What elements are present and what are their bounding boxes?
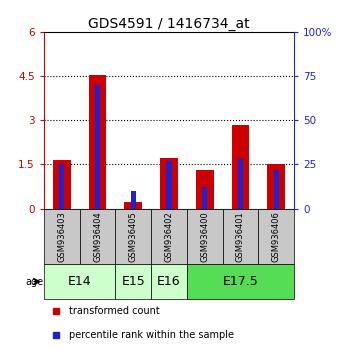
Bar xyxy=(115,264,151,299)
Bar xyxy=(267,165,285,209)
Text: E17.5: E17.5 xyxy=(223,275,258,288)
Bar xyxy=(44,209,80,264)
Text: transformed count: transformed count xyxy=(69,306,160,316)
Bar xyxy=(124,202,142,209)
Text: GSM936406: GSM936406 xyxy=(272,211,281,262)
Text: percentile rank within the sample: percentile rank within the sample xyxy=(69,330,234,340)
Bar xyxy=(95,85,100,209)
Text: GSM936402: GSM936402 xyxy=(165,211,173,262)
Bar xyxy=(44,264,115,299)
Text: GSM936403: GSM936403 xyxy=(57,211,66,262)
Bar xyxy=(202,188,208,209)
Text: E15: E15 xyxy=(121,275,145,288)
Text: GSM936400: GSM936400 xyxy=(200,211,209,262)
Bar xyxy=(232,125,249,209)
Bar xyxy=(59,165,65,209)
Bar xyxy=(258,209,294,264)
Text: age: age xyxy=(26,276,44,287)
Bar xyxy=(238,159,243,209)
Bar xyxy=(187,209,223,264)
Text: E16: E16 xyxy=(157,275,181,288)
Text: GSM936404: GSM936404 xyxy=(93,211,102,262)
Bar xyxy=(115,209,151,264)
Text: E14: E14 xyxy=(68,275,92,288)
Bar xyxy=(160,158,178,209)
Bar xyxy=(89,75,106,209)
Bar xyxy=(151,209,187,264)
Bar xyxy=(187,264,294,299)
Text: GSM936401: GSM936401 xyxy=(236,211,245,262)
Bar xyxy=(223,209,258,264)
Bar xyxy=(151,264,187,299)
Bar xyxy=(166,161,172,209)
Bar xyxy=(53,160,71,209)
Bar xyxy=(80,209,115,264)
Title: GDS4591 / 1416734_at: GDS4591 / 1416734_at xyxy=(88,17,250,31)
Bar xyxy=(196,170,214,209)
Bar xyxy=(273,170,279,209)
Text: GSM936405: GSM936405 xyxy=(129,211,138,262)
Bar xyxy=(130,191,136,209)
